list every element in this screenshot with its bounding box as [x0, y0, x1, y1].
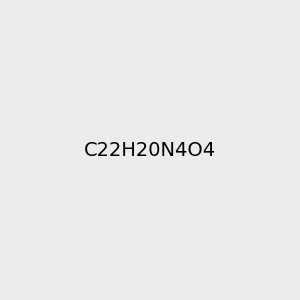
Text: C22H20N4O4: C22H20N4O4: [84, 140, 216, 160]
